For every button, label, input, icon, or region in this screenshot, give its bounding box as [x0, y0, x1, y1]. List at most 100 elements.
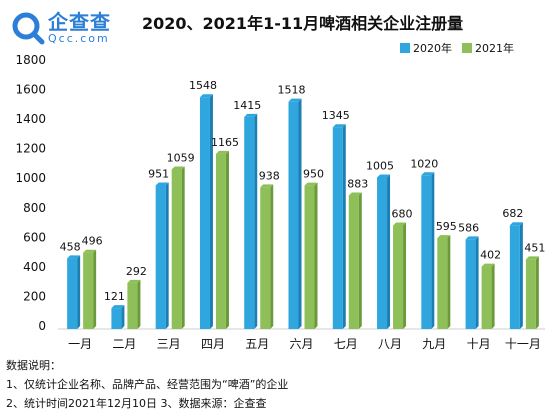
bar-side-2021 [358, 192, 362, 329]
bar-side-2020 [298, 98, 302, 329]
bar-2020 [244, 116, 255, 330]
bar-top-2020 [199, 94, 213, 98]
y-tick-label: 1600 [15, 83, 46, 97]
x-tick-label: 十一月 [505, 337, 541, 351]
bar-2021 [171, 169, 182, 329]
y-tick-label: 1800 [15, 53, 46, 67]
data-notes: 数据说明： 1、仅统计企业名称、品牌产品、经营范围为“啤酒”的企业 2、统计时间… [6, 356, 288, 413]
data-label-2020: 1548 [189, 79, 217, 92]
bar-side-2020 [431, 172, 435, 329]
notes-line-1: 1、仅统计企业名称、品牌产品、经营范围为“啤酒”的企业 [6, 378, 289, 391]
legend-label-2020: 2020年 [413, 42, 452, 55]
bar-side-2020 [77, 255, 81, 329]
data-label-2021: 402 [480, 249, 501, 262]
bar-top-2020 [67, 255, 81, 259]
bar-side-2020 [519, 222, 523, 329]
y-tick-label: 400 [23, 260, 46, 274]
data-label-2020: 1020 [410, 157, 438, 170]
legend-label-2021: 2021年 [475, 42, 514, 55]
legend-item-2020: 2020年 [400, 40, 452, 56]
bar-2020 [377, 177, 388, 329]
bar-2020 [199, 97, 210, 330]
x-tick-label: 五月 [245, 337, 269, 351]
data-label-2021: 496 [82, 235, 103, 248]
y-tick-label: 600 [23, 230, 46, 244]
bar-top-2020 [288, 98, 302, 102]
bar-side-2021 [535, 256, 539, 329]
data-label-2020: 586 [458, 221, 479, 234]
y-tick-label: 800 [23, 201, 46, 215]
logo-mark-icon [12, 12, 45, 45]
chart-title: 2020、2021年1-11月啤酒相关企业注册量 [142, 14, 464, 33]
bar-2021 [127, 282, 138, 329]
bar-top-2021 [127, 279, 141, 283]
data-label-2020: 1005 [366, 159, 394, 172]
bar-2020 [67, 258, 78, 329]
bar-2020 [288, 101, 299, 329]
bar-top-2021 [260, 184, 274, 188]
bar-top-2021 [171, 166, 185, 170]
legend-item-2021: 2021年 [462, 40, 514, 56]
bar-top-2020 [111, 305, 125, 309]
bar-2021 [393, 225, 404, 329]
bar-2020 [111, 308, 122, 329]
bar-side-2020 [254, 113, 258, 330]
bar-top-2021 [83, 249, 97, 253]
x-tick-label: 七月 [334, 337, 358, 351]
y-tick-label: 1200 [15, 142, 46, 156]
bar-2021 [215, 153, 226, 329]
bar-side-2021 [93, 249, 97, 329]
bar-side-2020 [342, 124, 346, 329]
data-label-2020: 1415 [233, 99, 261, 112]
bar-top-2020 [155, 182, 169, 186]
data-label-2020: 121 [104, 290, 125, 303]
bar-side-2021 [225, 150, 229, 329]
bar-side-2020 [475, 236, 479, 329]
bar-top-2021 [525, 256, 539, 260]
notes-heading: 数据说明： [6, 359, 61, 372]
x-tick-label: 六月 [289, 337, 313, 351]
bar-side-2021 [314, 182, 318, 329]
bar-chart: 0 200 400 600 800 1000 1200 1400 1600 1800 一月 458 49… [15, 53, 545, 351]
logo-name-cn: 企查查 [48, 10, 111, 34]
bar-2020 [509, 225, 520, 329]
bar-side-2021 [491, 263, 495, 329]
y-tick-label: 0 [38, 319, 46, 333]
bar-top-2021 [437, 235, 451, 239]
y-tick-label: 200 [23, 289, 46, 303]
bar-top-2020 [377, 174, 391, 178]
bar-top-2021 [393, 222, 407, 226]
bar-side-2020 [209, 94, 213, 330]
bar-side-2021 [181, 166, 185, 329]
bar-side-2021 [403, 222, 407, 329]
bar-top-2020 [465, 236, 479, 240]
data-label-2020: 951 [148, 167, 169, 180]
bar-2020 [332, 127, 343, 329]
bar-2020 [155, 185, 166, 329]
chart-legend: 2020年 2021年 [400, 40, 514, 56]
bar-top-2020 [421, 172, 435, 176]
data-label-2020: 1345 [322, 109, 350, 122]
bar-2021 [260, 187, 271, 329]
x-tick-label: 三月 [157, 337, 181, 351]
data-label-2021: 451 [524, 241, 545, 254]
qcc-logo: 企查查 Qcc.com [8, 6, 120, 50]
bar-side-2021 [270, 184, 274, 329]
legend-swatch-2020 [400, 43, 410, 53]
logo-name-en: Qcc.com [48, 32, 110, 45]
bar-side-2021 [447, 235, 451, 329]
bar-side-2021 [137, 279, 141, 329]
bar-2020 [465, 239, 476, 329]
data-label-2021: 595 [436, 220, 457, 233]
x-tick-label: 一月 [68, 337, 92, 351]
bar-top-2021 [348, 192, 362, 196]
bar-top-2021 [215, 150, 229, 154]
bar-top-2020 [332, 124, 346, 128]
bar-2021 [481, 266, 492, 329]
x-tick-label: 二月 [112, 337, 136, 351]
bar-top-2020 [244, 113, 258, 117]
bar-top-2021 [481, 263, 495, 267]
data-label-2020: 458 [60, 240, 81, 253]
bar-2021 [437, 238, 448, 329]
bar-2021 [304, 185, 315, 329]
